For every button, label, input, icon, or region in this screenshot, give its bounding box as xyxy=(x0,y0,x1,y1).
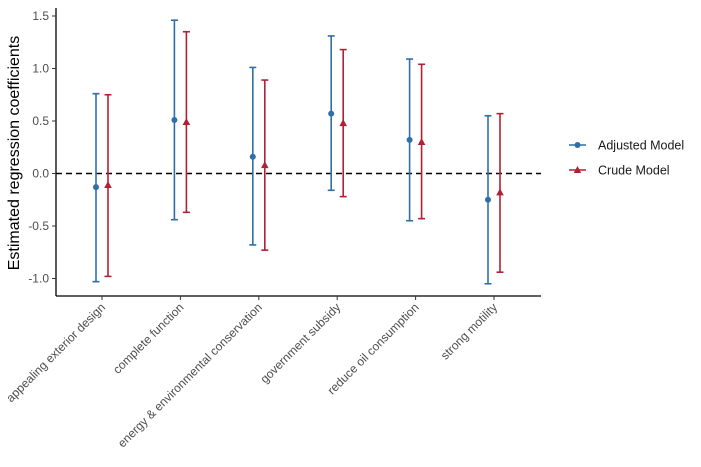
y-axis-title: Estimated regression coefficients xyxy=(6,36,23,270)
data-point xyxy=(328,110,335,117)
y-tick-label: -0.5 xyxy=(28,219,49,233)
x-tick-label: complete function xyxy=(110,300,186,376)
data-point xyxy=(182,118,191,126)
legend-key-marker xyxy=(573,166,582,173)
data-point xyxy=(406,136,413,143)
data-point xyxy=(249,153,256,160)
legend: Adjusted Model Crude Model xyxy=(569,139,684,178)
y-tick-label: -1.0 xyxy=(28,272,49,286)
legend-key-marker xyxy=(574,142,581,148)
legend-label: Crude Model xyxy=(598,164,670,178)
x-tick-label: reduce oil consumption xyxy=(325,300,422,397)
data-point xyxy=(417,138,426,145)
y-tick-label: 0.0 xyxy=(32,167,49,181)
data-point xyxy=(261,161,269,169)
x-tick-label: government subsidy xyxy=(257,300,343,386)
data-point xyxy=(171,116,178,123)
data-point xyxy=(339,119,347,127)
legend-label: Adjusted Model xyxy=(598,139,684,153)
data-point xyxy=(496,188,504,196)
y-tick-label: 0.5 xyxy=(32,114,49,128)
data-point xyxy=(485,196,491,203)
data-point xyxy=(93,184,99,191)
x-tick-label: energy & environmental conservation xyxy=(115,300,265,450)
x-tick-label: appealing exterior design xyxy=(3,300,108,405)
y-tick-label: 1.0 xyxy=(32,62,49,76)
plot-area: -1.0 -0.5 0.0 0.5 1.0 1.5 appealing exterior d… xyxy=(3,8,541,450)
data-point xyxy=(104,181,112,189)
x-tick-label: strong motility xyxy=(438,300,500,362)
y-tick-label: 1.5 xyxy=(32,9,49,23)
